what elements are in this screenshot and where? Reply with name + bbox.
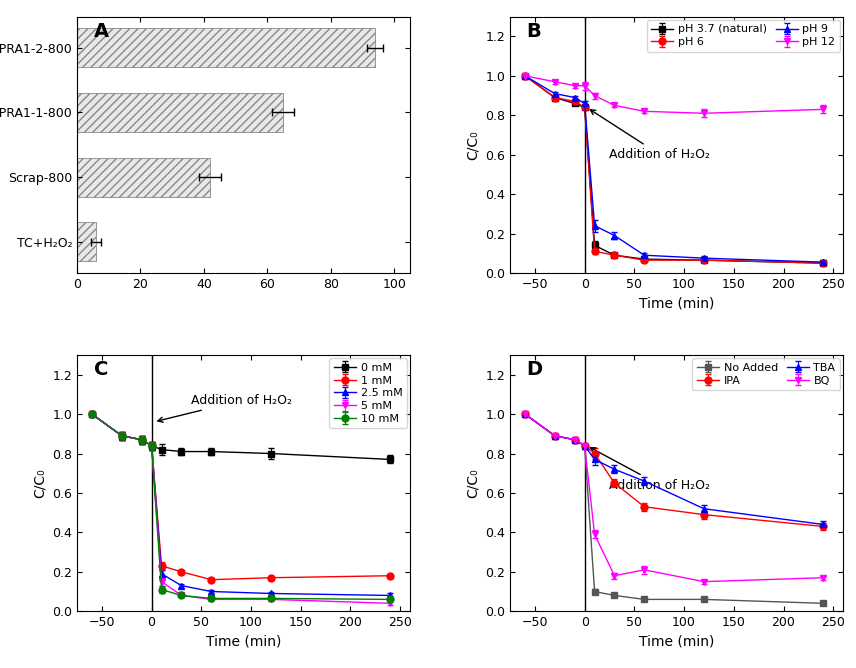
Bar: [77, 28, 375, 67]
Legend: 0 mM, 1 mM, 2.5 mM, 5 mM, 10 mM: 0 mM, 1 mM, 2.5 mM, 5 mM, 10 mM: [330, 358, 407, 428]
Text: D: D: [526, 360, 543, 379]
Legend: pH 3.7 (natural), pH 6, pH 9, pH 12: pH 3.7 (natural), pH 6, pH 9, pH 12: [647, 20, 840, 51]
Bar: [77, 158, 211, 196]
Text: A: A: [93, 22, 109, 41]
Text: Addition of H₂O₂: Addition of H₂O₂: [591, 110, 710, 161]
Bar: [77, 222, 96, 261]
X-axis label: Time (min): Time (min): [206, 635, 282, 649]
Bar: [77, 93, 283, 132]
Text: Addition of H₂O₂: Addition of H₂O₂: [591, 448, 710, 492]
X-axis label: Time (min): Time (min): [639, 297, 714, 311]
X-axis label: Time (min): Time (min): [639, 635, 714, 649]
Text: B: B: [526, 22, 542, 41]
Text: Addition of H₂O₂: Addition of H₂O₂: [158, 394, 293, 422]
Text: C: C: [93, 360, 108, 379]
Y-axis label: C/C₀: C/C₀: [466, 130, 479, 160]
Y-axis label: C/C₀: C/C₀: [33, 468, 46, 498]
Legend: No Added, IPA, TBA, BQ: No Added, IPA, TBA, BQ: [693, 358, 840, 390]
Y-axis label: C/C₀: C/C₀: [466, 468, 479, 498]
